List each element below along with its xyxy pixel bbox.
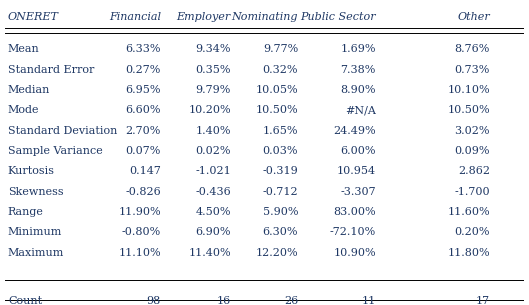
Text: Minimum: Minimum (8, 227, 62, 237)
Text: 6.90%: 6.90% (195, 227, 231, 237)
Text: 6.95%: 6.95% (125, 85, 161, 95)
Text: Standard Deviation: Standard Deviation (8, 126, 117, 136)
Text: Mean: Mean (8, 45, 40, 54)
Text: 83.00%: 83.00% (333, 207, 376, 217)
Text: Kurtosis: Kurtosis (8, 166, 55, 176)
Text: 0.147: 0.147 (129, 166, 161, 176)
Text: 8.90%: 8.90% (341, 85, 376, 95)
Text: 10.90%: 10.90% (333, 248, 376, 258)
Text: 1.40%: 1.40% (195, 126, 231, 136)
Text: -3.307: -3.307 (340, 187, 376, 197)
Text: 7.38%: 7.38% (341, 65, 376, 75)
Text: 0.20%: 0.20% (454, 227, 490, 237)
Text: 26: 26 (284, 296, 298, 305)
Text: -0.712: -0.712 (262, 187, 298, 197)
Text: 11: 11 (362, 296, 376, 305)
Text: 11.90%: 11.90% (118, 207, 161, 217)
Text: 0.27%: 0.27% (125, 65, 161, 75)
Text: 9.77%: 9.77% (263, 45, 298, 54)
Text: 6.33%: 6.33% (125, 45, 161, 54)
Text: ONERET: ONERET (8, 12, 59, 21)
Text: 0.35%: 0.35% (195, 65, 231, 75)
Text: 1.69%: 1.69% (341, 45, 376, 54)
Text: 9.79%: 9.79% (195, 85, 231, 95)
Text: 0.02%: 0.02% (195, 146, 231, 156)
Text: -72.10%: -72.10% (330, 227, 376, 237)
Text: 8.76%: 8.76% (454, 45, 490, 54)
Text: -1.700: -1.700 (454, 187, 490, 197)
Text: Count: Count (8, 296, 42, 305)
Text: 3.02%: 3.02% (454, 126, 490, 136)
Text: 24.49%: 24.49% (333, 126, 376, 136)
Text: 10.954: 10.954 (337, 166, 376, 176)
Text: Standard Error: Standard Error (8, 65, 94, 75)
Text: 12.20%: 12.20% (256, 248, 298, 258)
Text: 98: 98 (147, 296, 161, 305)
Text: 4.50%: 4.50% (195, 207, 231, 217)
Text: 6.30%: 6.30% (263, 227, 298, 237)
Text: 10.10%: 10.10% (448, 85, 490, 95)
Text: 6.00%: 6.00% (341, 146, 376, 156)
Text: 6.60%: 6.60% (125, 105, 161, 115)
Text: #N/A: #N/A (345, 105, 376, 115)
Text: 11.80%: 11.80% (448, 248, 490, 258)
Text: 9.34%: 9.34% (195, 45, 231, 54)
Text: Skewness: Skewness (8, 187, 63, 197)
Text: 10.05%: 10.05% (256, 85, 298, 95)
Text: 0.73%: 0.73% (454, 65, 490, 75)
Text: 0.07%: 0.07% (125, 146, 161, 156)
Text: Employer: Employer (177, 12, 231, 21)
Text: Mode: Mode (8, 105, 39, 115)
Text: Public Sector: Public Sector (300, 12, 376, 21)
Text: 16: 16 (216, 296, 231, 305)
Text: Nominating: Nominating (232, 12, 298, 21)
Text: -0.826: -0.826 (125, 187, 161, 197)
Text: 11.60%: 11.60% (448, 207, 490, 217)
Text: -0.319: -0.319 (262, 166, 298, 176)
Text: Other: Other (457, 12, 490, 21)
Text: Sample Variance: Sample Variance (8, 146, 103, 156)
Text: -0.436: -0.436 (195, 187, 231, 197)
Text: 0.09%: 0.09% (454, 146, 490, 156)
Text: 5.90%: 5.90% (263, 207, 298, 217)
Text: Range: Range (8, 207, 44, 217)
Text: Median: Median (8, 85, 50, 95)
Text: Financial: Financial (109, 12, 161, 21)
Text: 0.32%: 0.32% (263, 65, 298, 75)
Text: Maximum: Maximum (8, 248, 64, 258)
Text: 10.50%: 10.50% (256, 105, 298, 115)
Text: 1.65%: 1.65% (263, 126, 298, 136)
Text: -1.021: -1.021 (195, 166, 231, 176)
Text: 2.70%: 2.70% (125, 126, 161, 136)
Text: 17: 17 (476, 296, 490, 305)
Text: -0.80%: -0.80% (122, 227, 161, 237)
Text: 10.20%: 10.20% (188, 105, 231, 115)
Text: 11.10%: 11.10% (118, 248, 161, 258)
Text: 0.03%: 0.03% (263, 146, 298, 156)
Text: 2.862: 2.862 (458, 166, 490, 176)
Text: 10.50%: 10.50% (448, 105, 490, 115)
Text: 11.40%: 11.40% (188, 248, 231, 258)
